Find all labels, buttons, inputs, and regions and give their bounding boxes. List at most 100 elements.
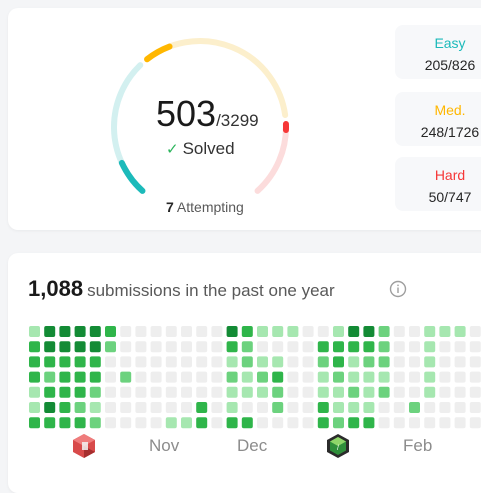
- heatmap-day-cell[interactable]: [181, 402, 192, 413]
- heatmap-day-cell[interactable]: [379, 387, 390, 398]
- heatmap-day-cell[interactable]: [470, 372, 481, 383]
- heatmap-day-cell[interactable]: [318, 356, 329, 367]
- heatmap-day-cell[interactable]: [303, 417, 314, 428]
- heatmap-day-cell[interactable]: [303, 387, 314, 398]
- heatmap-day-cell[interactable]: [227, 326, 238, 337]
- heatmap-day-cell[interactable]: [135, 326, 146, 337]
- heatmap-day-cell[interactable]: [29, 372, 40, 383]
- heatmap-day-cell[interactable]: [181, 356, 192, 367]
- heatmap-day-cell[interactable]: [455, 417, 466, 428]
- heatmap-day-cell[interactable]: [227, 402, 238, 413]
- heatmap-day-cell[interactable]: [196, 387, 207, 398]
- heatmap-day-cell[interactable]: [105, 402, 116, 413]
- heatmap-day-cell[interactable]: [455, 372, 466, 383]
- heatmap-day-cell[interactable]: [75, 326, 86, 337]
- heatmap-day-cell[interactable]: [424, 387, 435, 398]
- heatmap-day-cell[interactable]: [409, 402, 420, 413]
- heatmap-day-cell[interactable]: [59, 326, 70, 337]
- heatmap-day-cell[interactable]: [242, 387, 253, 398]
- heatmap-day-cell[interactable]: [75, 402, 86, 413]
- heatmap-day-cell[interactable]: [318, 417, 329, 428]
- heatmap-day-cell[interactable]: [59, 402, 70, 413]
- red-hexagon-badge[interactable]: [71, 433, 97, 459]
- heatmap-day-cell[interactable]: [105, 326, 116, 337]
- heatmap-day-cell[interactable]: [211, 387, 222, 398]
- heatmap-day-cell[interactable]: [120, 341, 131, 352]
- heatmap-day-cell[interactable]: [318, 326, 329, 337]
- heatmap-day-cell[interactable]: [196, 372, 207, 383]
- heatmap-day-cell[interactable]: [105, 356, 116, 367]
- heatmap-day-cell[interactable]: [166, 372, 177, 383]
- heatmap-day-cell[interactable]: [424, 402, 435, 413]
- heatmap-day-cell[interactable]: [44, 356, 55, 367]
- heatmap-day-cell[interactable]: [151, 372, 162, 383]
- heatmap-day-cell[interactable]: [333, 341, 344, 352]
- heatmap-day-cell[interactable]: [166, 387, 177, 398]
- heatmap-day-cell[interactable]: [166, 356, 177, 367]
- heatmap-day-cell[interactable]: [303, 372, 314, 383]
- heatmap-day-cell[interactable]: [120, 402, 131, 413]
- heatmap-day-cell[interactable]: [227, 387, 238, 398]
- heatmap-day-cell[interactable]: [287, 402, 298, 413]
- heatmap-day-cell[interactable]: [363, 372, 374, 383]
- heatmap-day-cell[interactable]: [348, 326, 359, 337]
- heatmap-day-cell[interactable]: [242, 372, 253, 383]
- heatmap-day-cell[interactable]: [303, 341, 314, 352]
- heatmap-day-cell[interactable]: [470, 341, 481, 352]
- heatmap-day-cell[interactable]: [242, 341, 253, 352]
- heatmap-day-cell[interactable]: [394, 417, 405, 428]
- heatmap-day-cell[interactable]: [470, 356, 481, 367]
- heatmap-day-cell[interactable]: [257, 326, 268, 337]
- heatmap-day-cell[interactable]: [455, 341, 466, 352]
- heatmap-day-cell[interactable]: [135, 387, 146, 398]
- heatmap-day-cell[interactable]: [196, 417, 207, 428]
- heatmap-day-cell[interactable]: [29, 417, 40, 428]
- heatmap-day-cell[interactable]: [75, 387, 86, 398]
- heatmap-day-cell[interactable]: [333, 372, 344, 383]
- heatmap-day-cell[interactable]: [303, 326, 314, 337]
- heatmap-day-cell[interactable]: [470, 402, 481, 413]
- heatmap-day-cell[interactable]: [44, 402, 55, 413]
- heatmap-day-cell[interactable]: [227, 356, 238, 367]
- heatmap-day-cell[interactable]: [120, 417, 131, 428]
- heatmap-day-cell[interactable]: [272, 402, 283, 413]
- heatmap-day-cell[interactable]: [363, 341, 374, 352]
- heatmap-day-cell[interactable]: [151, 326, 162, 337]
- heatmap-day-cell[interactable]: [424, 372, 435, 383]
- heatmap-day-cell[interactable]: [348, 341, 359, 352]
- heatmap-day-cell[interactable]: [257, 387, 268, 398]
- heatmap-day-cell[interactable]: [90, 387, 101, 398]
- heatmap-day-cell[interactable]: [29, 356, 40, 367]
- heatmap-day-cell[interactable]: [379, 326, 390, 337]
- heatmap-day-cell[interactable]: [166, 402, 177, 413]
- heatmap-day-cell[interactable]: [44, 326, 55, 337]
- heatmap-day-cell[interactable]: [287, 387, 298, 398]
- heatmap-day-cell[interactable]: [455, 356, 466, 367]
- heatmap-day-cell[interactable]: [257, 417, 268, 428]
- heatmap-day-cell[interactable]: [439, 341, 450, 352]
- heatmap-day-cell[interactable]: [363, 326, 374, 337]
- heatmap-day-cell[interactable]: [211, 417, 222, 428]
- heatmap-day-cell[interactable]: [181, 372, 192, 383]
- heatmap-day-cell[interactable]: [287, 372, 298, 383]
- heatmap-day-cell[interactable]: [363, 356, 374, 367]
- heatmap-day-cell[interactable]: [257, 356, 268, 367]
- heatmap-day-cell[interactable]: [363, 402, 374, 413]
- heatmap-day-cell[interactable]: [135, 341, 146, 352]
- heatmap-day-cell[interactable]: [318, 341, 329, 352]
- heatmap-day-cell[interactable]: [181, 341, 192, 352]
- heatmap-day-cell[interactable]: [318, 402, 329, 413]
- heatmap-day-cell[interactable]: [44, 387, 55, 398]
- heatmap-day-cell[interactable]: [287, 326, 298, 337]
- heatmap-day-cell[interactable]: [409, 326, 420, 337]
- medium-stat-box[interactable]: Med. 248/1726: [395, 92, 481, 146]
- heatmap-day-cell[interactable]: [196, 326, 207, 337]
- heatmap-day-cell[interactable]: [242, 417, 253, 428]
- heatmap-day-cell[interactable]: [120, 326, 131, 337]
- heatmap-day-cell[interactable]: [348, 402, 359, 413]
- heatmap-day-cell[interactable]: [257, 372, 268, 383]
- heatmap-day-cell[interactable]: [363, 387, 374, 398]
- heatmap-day-cell[interactable]: [439, 387, 450, 398]
- heatmap-day-cell[interactable]: [272, 326, 283, 337]
- heatmap-day-cell[interactable]: [257, 341, 268, 352]
